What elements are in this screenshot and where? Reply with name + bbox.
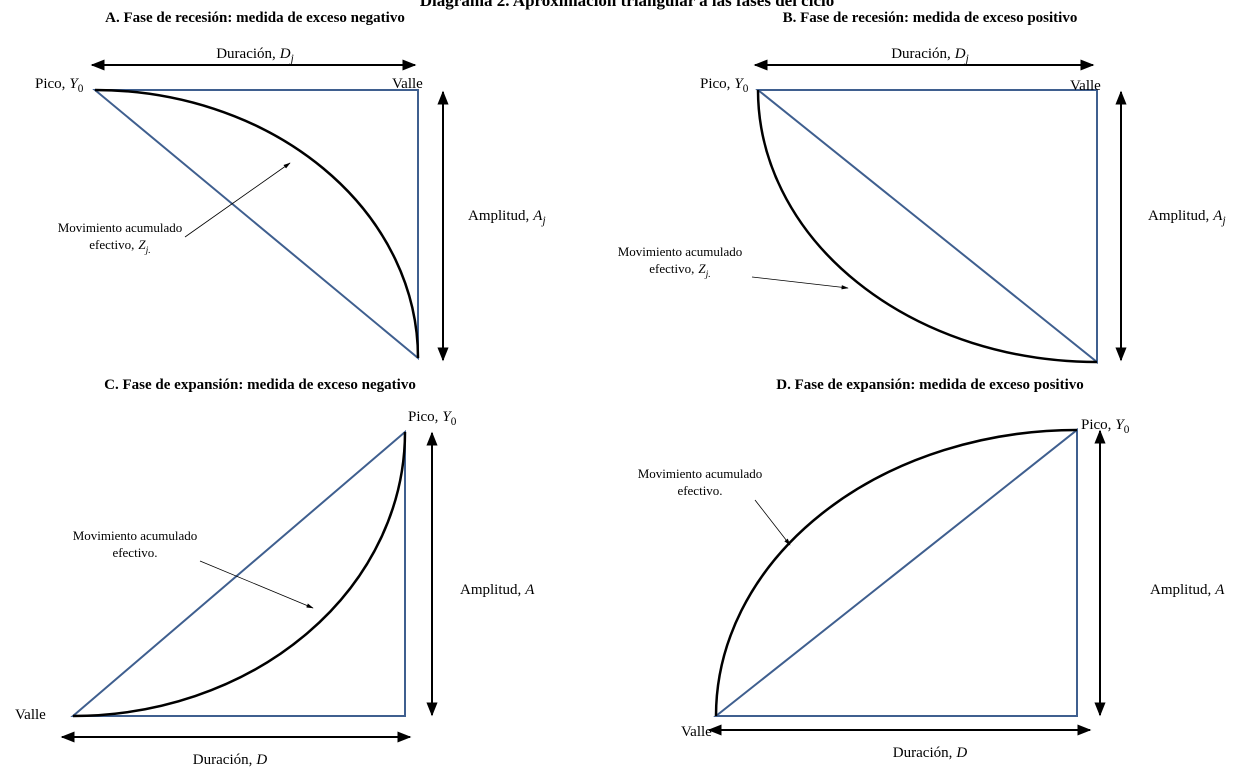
annotation-line-sub: j. [144, 245, 151, 256]
peak-label-sub: 0 [743, 83, 749, 95]
amplitude-label-text: Amplitud, [1148, 208, 1209, 224]
duration-label: Duración, Dj [216, 46, 294, 65]
movement-curve [72, 431, 407, 718]
peak-label-symbol: Y [734, 76, 744, 92]
duration-label-text: Duración, [216, 46, 276, 62]
annotation-line-text: efectivo. [112, 545, 157, 560]
annotation-line: efectivo, Zj. [89, 237, 151, 256]
valley-label: Valle [681, 724, 712, 740]
annotation-line: efectivo, Zj. [649, 261, 711, 280]
annotation-line: Movimiento acumulado [638, 466, 763, 481]
duration-label: Duración, D [893, 745, 968, 761]
duration-label: Duración, Dj [891, 46, 969, 65]
panel-title: C. Fase de expansión: medida de exceso n… [104, 377, 416, 393]
annotation-line: Movimiento acumulado [58, 220, 183, 235]
movement-curve [94, 88, 420, 359]
amplitude-label-text: Amplitud, [1150, 582, 1211, 598]
amplitude-label: Amplitud, Aj [1148, 208, 1226, 227]
annotation-arrow [184, 162, 291, 238]
peak-label-text: Pico, [700, 76, 730, 92]
amplitude-label-sub: j [1220, 215, 1225, 227]
annotation-line-text: efectivo, [649, 261, 694, 276]
amplitude-label-text: Amplitud, [460, 582, 521, 598]
duration-label-text: Duración, [193, 752, 253, 768]
annotation-line-symbol: Z [138, 237, 146, 252]
duration-label-sub: j [289, 53, 294, 65]
diagram-title: Diagrama 2. Aproximación triangular a la… [420, 0, 834, 10]
annotation-line: Movimiento acumulado [618, 244, 743, 259]
movement-curve [756, 89, 1098, 364]
duration-label-symbol: D [279, 46, 291, 62]
amplitude-label-symbol: A [524, 582, 535, 598]
valley-label: Valle [15, 707, 46, 723]
panel-title: B. Fase de recesión: medida de exceso po… [783, 10, 1078, 26]
peak-label-symbol: Y [442, 409, 452, 425]
amplitude-label: Amplitud, Aj [468, 208, 546, 227]
annotation-line-symbol: Z [698, 261, 706, 276]
annotation-line-sub: j. [704, 269, 711, 280]
amplitude-label-symbol: A [1212, 208, 1223, 224]
annotation-line: efectivo. [677, 483, 722, 498]
peak-label-text: Pico, [1081, 417, 1111, 433]
annotation-line-text: efectivo. [677, 483, 722, 498]
duration-label-symbol: D [255, 752, 267, 768]
duration-label-symbol: D [955, 745, 967, 761]
triangle [92, 89, 419, 361]
annotation-line: Movimiento acumulado [73, 528, 198, 543]
peak-label: Pico, Y0 [700, 76, 749, 95]
peak-label-sub: 0 [78, 83, 84, 95]
peak-label-sub: 0 [1124, 424, 1130, 436]
annotation-line: efectivo. [112, 545, 157, 560]
peak-label: Pico, Y0 [35, 76, 84, 95]
panel-title: A. Fase de recesión: medida de exceso ne… [105, 10, 405, 26]
duration-label-text: Duración, [893, 745, 953, 761]
peak-label-sub: 0 [451, 416, 457, 428]
triangle [755, 89, 1098, 365]
annotation-arrow [199, 560, 314, 609]
triangle [713, 427, 1078, 717]
peak-label-text: Pico, [35, 76, 65, 92]
annotation-arrow [754, 499, 791, 546]
duration-label-sub: j [964, 53, 969, 65]
duration-label: Duración, D [193, 752, 268, 768]
duration-label-text: Duración, [891, 46, 951, 62]
peak-label-text: Pico, [408, 409, 438, 425]
triangle [70, 429, 406, 717]
peak-label: Pico, Y0 [1081, 417, 1130, 436]
valley-label: Valle [392, 76, 423, 92]
amplitude-label-symbol: A [1214, 582, 1225, 598]
amplitude-label: Amplitud, A [460, 582, 535, 598]
amplitude-label-symbol: A [532, 208, 543, 224]
amplitude-label: Amplitud, A [1150, 582, 1225, 598]
panel-title: D. Fase de expansión: medida de exceso p… [776, 377, 1084, 393]
annotation-line-text: efectivo, [89, 237, 134, 252]
peak-label-symbol: Y [69, 76, 79, 92]
movement-curve [714, 428, 1078, 717]
annotation-arrow [751, 276, 849, 290]
peak-label-symbol: Y [1115, 417, 1125, 433]
amplitude-label-text: Amplitud, [468, 208, 529, 224]
amplitude-label-sub: j [540, 215, 545, 227]
valley-label: Valle [1070, 78, 1101, 94]
peak-label: Pico, Y0 [408, 409, 457, 428]
duration-label-symbol: D [954, 46, 966, 62]
